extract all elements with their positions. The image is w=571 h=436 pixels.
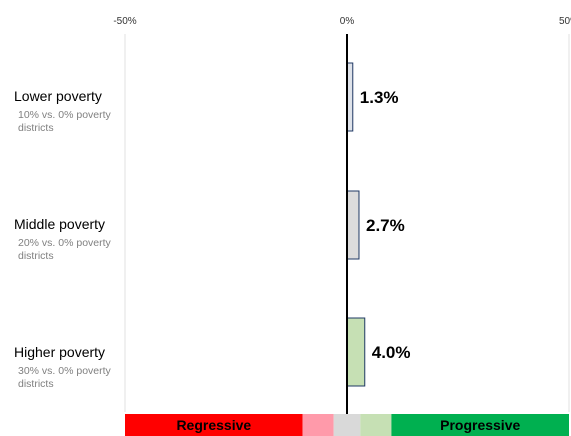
category-subtitle: 20% vs. 0% poverty districts <box>18 237 111 262</box>
bar <box>346 190 360 260</box>
scale-segment <box>333 414 361 436</box>
scale-segment <box>125 414 303 436</box>
scale-segment <box>391 414 569 436</box>
x-tick-label: 0% <box>340 16 355 27</box>
category-name: Lower poverty <box>14 88 102 104</box>
scale-segment <box>360 414 392 436</box>
category-subtitle: 10% vs. 0% poverty districts <box>18 109 111 134</box>
value-label: 1.3% <box>360 88 399 107</box>
scale-label: Regressive <box>176 417 251 433</box>
x-tick-label: -50% <box>113 16 136 27</box>
value-label: 4.0% <box>372 343 411 362</box>
category-name: Middle poverty <box>14 216 106 232</box>
x-tick-label: 50% <box>559 16 571 27</box>
value-label: 2.7% <box>366 216 405 235</box>
scale-label: Progressive <box>440 417 520 433</box>
bar <box>346 317 366 387</box>
category-name: Higher poverty <box>14 344 106 360</box>
category-subtitle: 30% vs. 0% poverty districts <box>18 365 111 390</box>
scale-segment <box>302 414 334 436</box>
